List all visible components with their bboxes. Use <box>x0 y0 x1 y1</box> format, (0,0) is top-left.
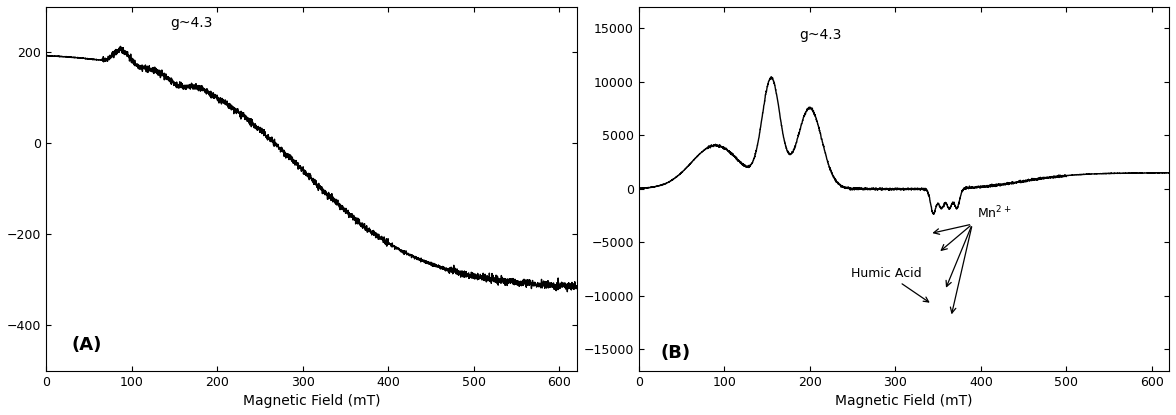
Text: (A): (A) <box>72 336 102 354</box>
X-axis label: Magnetic Field (mT): Magnetic Field (mT) <box>835 394 973 408</box>
Text: Humic Acid: Humic Acid <box>851 266 929 302</box>
Text: Mn$^{2+}$: Mn$^{2+}$ <box>976 205 1011 222</box>
Text: (B): (B) <box>660 344 690 362</box>
Text: g~4.3: g~4.3 <box>171 17 213 30</box>
Text: g~4.3: g~4.3 <box>800 28 842 42</box>
X-axis label: Magnetic Field (mT): Magnetic Field (mT) <box>242 394 380 408</box>
